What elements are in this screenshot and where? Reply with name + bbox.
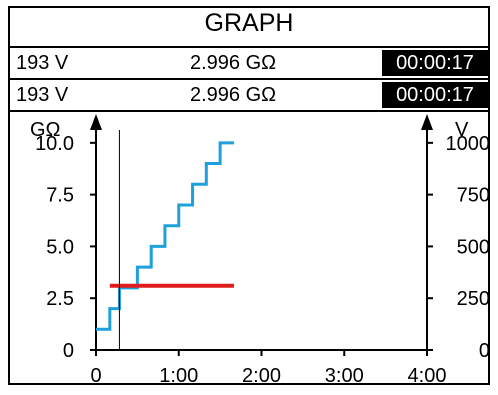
display-frame: GRAPH 193 V 2.996 GΩ 00:00:17 193 V 2.99…: [8, 6, 490, 385]
voltage-value: 193 V: [16, 84, 69, 106]
divider: [10, 78, 488, 80]
time-axis-tick-label: 3:00: [325, 365, 364, 387]
screen-title: GRAPH: [204, 9, 294, 37]
left-axis-tick-label: 2.5: [46, 288, 74, 310]
divider: [10, 46, 488, 48]
right-axis-tick-label: 500: [457, 236, 490, 258]
right-axis-tick-label: 250: [457, 288, 490, 310]
resistance-value: 2.996 GΩ: [190, 52, 277, 74]
left-axis-unit: GΩ: [30, 119, 61, 141]
right-axis-tick-label: 1000: [446, 133, 491, 155]
resistance-trace: [96, 141, 234, 331]
elapsed-time: 00:00:17: [382, 50, 488, 76]
voltage-value: 193 V: [16, 52, 69, 74]
left-axis-tick-label: 10.0: [35, 133, 74, 155]
right-axis-unit: V: [455, 119, 469, 141]
right-axis-tick-label: 750: [457, 185, 490, 207]
divider: [10, 110, 488, 112]
time-axis-tick-label: 0: [90, 365, 101, 387]
left-axis-arrow-icon: [90, 114, 102, 130]
time-axis-tick-label: 2:00: [242, 365, 281, 387]
reading-row: 193 V 2.996 GΩ 00:00:17: [10, 48, 488, 78]
resistance-value: 2.996 GΩ: [190, 84, 277, 106]
left-axis-tick-label: 5.0: [46, 236, 74, 258]
right-axis-arrow-icon: [421, 114, 433, 130]
elapsed-time: 00:00:17: [382, 82, 488, 108]
time-axis-tick-label: 4:00: [408, 365, 447, 387]
right-axis-tick-label: 0: [479, 340, 490, 362]
left-axis-tick-label: 0: [63, 340, 74, 362]
reading-row: 193 V 2.996 GΩ 00:00:17: [10, 80, 488, 110]
left-axis-tick-label: 7.5: [46, 185, 74, 207]
time-axis-tick-label: 1:00: [159, 365, 198, 387]
